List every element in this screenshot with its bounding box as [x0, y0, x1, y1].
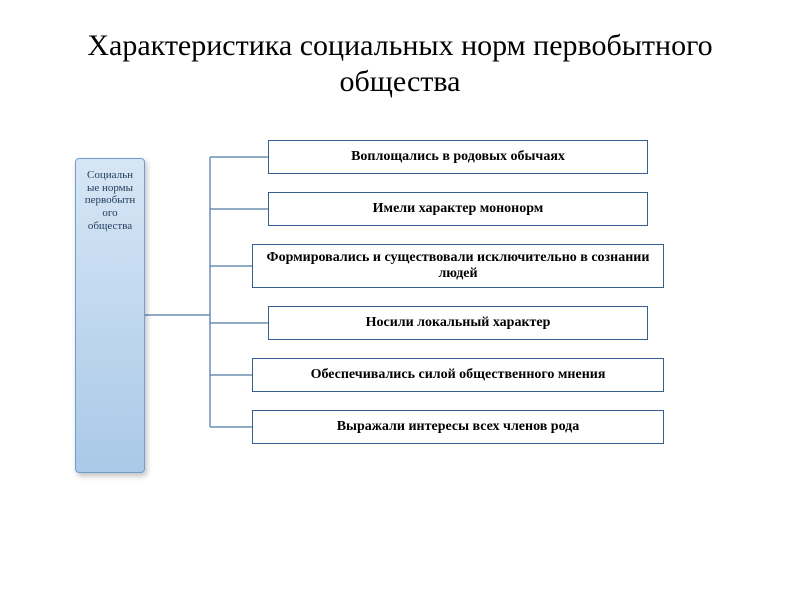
characteristic-box: Носили локальный характер	[268, 306, 648, 340]
root-label: Социальные нормы первобытного общества	[84, 169, 136, 232]
page-title: Характеристика социальных норм первобытн…	[0, 0, 800, 110]
characteristic-box: Выражали интересы всех членов рода	[252, 410, 664, 444]
characteristic-box: Формировались и существовали исключитель…	[252, 244, 664, 288]
characteristic-label: Имели характер мононорм	[373, 201, 544, 217]
characteristic-label: Формировались и существовали исключитель…	[261, 250, 655, 282]
characteristic-label: Носили локальный характер	[366, 315, 551, 331]
characteristic-label: Воплощались в родовых обычаях	[351, 149, 565, 165]
diagram-container: Социальные нормы первобытного общества В…	[0, 110, 800, 570]
characteristic-label: Обеспечивались силой общественного мнени…	[311, 367, 606, 383]
root-box: Социальные нормы первобытного общества	[75, 158, 145, 473]
characteristic-box: Имели характер мононорм	[268, 192, 648, 226]
characteristic-label: Выражали интересы всех членов рода	[337, 419, 580, 435]
characteristic-box: Воплощались в родовых обычаях	[268, 140, 648, 174]
characteristic-box: Обеспечивались силой общественного мнени…	[252, 358, 664, 392]
